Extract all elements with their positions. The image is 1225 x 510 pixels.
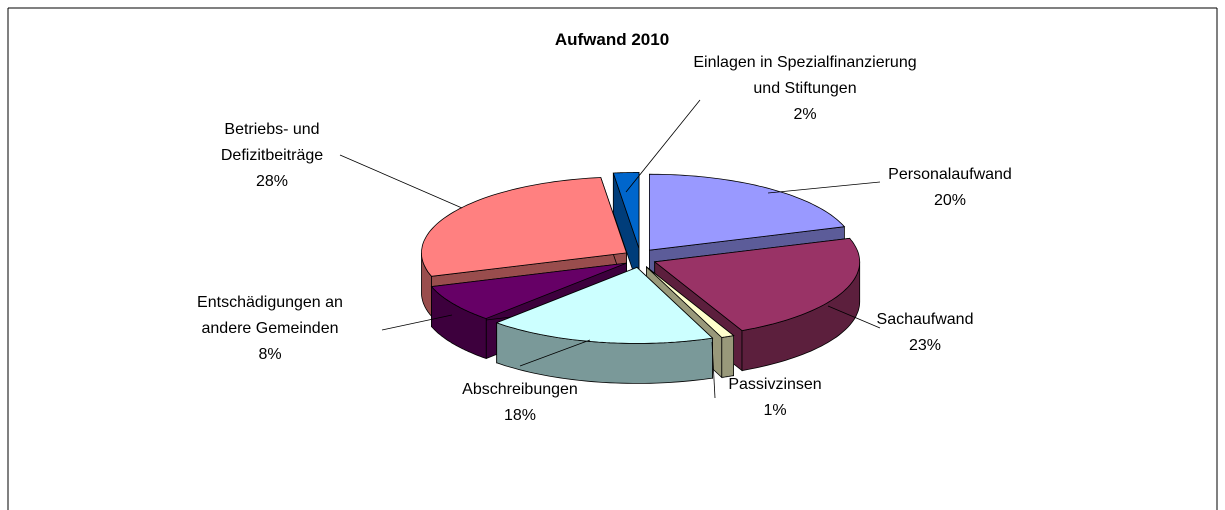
data-label: Personalaufwand 20% [850,162,1050,214]
data-label: Betriebs- und Defizitbeiträge 28% [187,117,357,195]
value-label: 8% [258,346,282,363]
leader-line [711,341,716,399]
category-label: Entschädigungen an andere Gemeinden [197,294,343,337]
value-label: 20% [933,192,967,209]
value-label: 1% [763,402,787,419]
leader-line [827,305,881,329]
category-label: Betriebs- und Defizitbeiträge [220,121,324,164]
slice [495,266,714,344]
data-label: Einlagen in Spezialfinanzierung und Stif… [680,50,930,128]
data-label: Sachaufwand 23% [825,307,1025,359]
value-label: 2% [793,106,817,123]
slice [653,237,861,332]
slice [421,177,628,277]
category-label: Personalaufwand [888,166,1012,183]
leader-line [767,181,881,194]
data-label: Abschreibungen 18% [420,377,620,429]
slice [430,262,627,319]
category-label: Passivzinsen [728,376,822,393]
value-label: 23% [908,337,942,354]
leader-line [625,99,701,193]
leader-line [519,339,591,367]
data-label: Entschädigungen an andere Gemeinden 8% [170,290,370,368]
chart-title: Aufwand 2010 [554,30,670,49]
value-label: 18% [503,407,537,424]
leader-line [339,154,463,209]
data-label: Passivzinsen 1% [700,372,850,424]
slice [646,266,735,338]
slice [649,173,846,251]
category-label: Sachaufwand [876,311,974,328]
leader-line [381,314,453,331]
category-label: Abschreibungen [462,381,578,398]
slice [612,171,640,249]
category-label: Einlagen in Spezialfinanzierung und Stif… [693,54,917,97]
value-label: 28% [255,173,289,190]
